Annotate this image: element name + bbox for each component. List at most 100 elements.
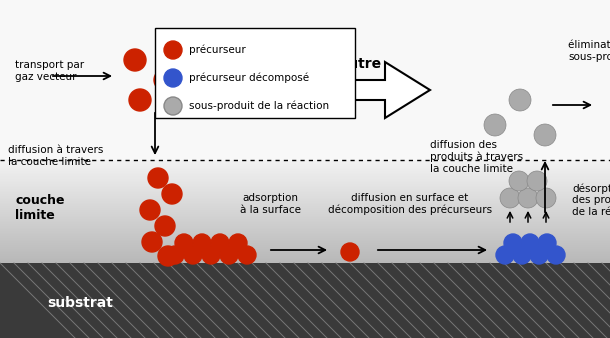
Bar: [0, 233, 610, 234]
Bar: [0, 193, 610, 194]
Bar: [0, 212, 610, 213]
Bar: [0, 221, 610, 222]
Bar: [0, 243, 610, 244]
Bar: [0, 239, 610, 240]
Circle shape: [162, 184, 182, 204]
Bar: [0, 211, 610, 212]
Text: flux de gaz neutre: flux de gaz neutre: [239, 57, 382, 71]
Text: sous-produit de la réaction: sous-produit de la réaction: [189, 101, 329, 111]
Bar: [0, 224, 610, 225]
Circle shape: [518, 188, 538, 208]
Bar: [0, 240, 610, 241]
Bar: [0, 176, 610, 177]
Circle shape: [220, 246, 238, 264]
Circle shape: [536, 188, 556, 208]
Circle shape: [513, 246, 531, 264]
Bar: [0, 184, 610, 185]
Circle shape: [509, 171, 529, 191]
Bar: [0, 219, 610, 220]
Bar: [0, 258, 610, 259]
Bar: [0, 170, 610, 171]
Bar: [0, 260, 610, 261]
Text: transport par
gaz vecteur: transport par gaz vecteur: [15, 60, 84, 81]
Text: diffusion à travers
la couche limite: diffusion à travers la couche limite: [8, 145, 103, 167]
Bar: [0, 178, 610, 179]
Bar: [0, 169, 610, 170]
Bar: [0, 231, 610, 232]
Circle shape: [509, 89, 531, 111]
Bar: [0, 262, 610, 263]
Bar: [0, 161, 610, 162]
Bar: [0, 163, 610, 164]
Bar: [0, 196, 610, 197]
Bar: [0, 236, 610, 237]
Bar: [0, 172, 610, 173]
Bar: [0, 192, 610, 193]
Circle shape: [496, 246, 514, 264]
Circle shape: [534, 124, 556, 146]
Bar: [0, 222, 610, 223]
Bar: [0, 244, 610, 245]
Circle shape: [538, 234, 556, 252]
Bar: [0, 188, 610, 189]
Bar: [0, 166, 610, 167]
Bar: [0, 229, 610, 230]
Bar: [0, 259, 610, 260]
Circle shape: [148, 168, 168, 188]
Text: précurseur: précurseur: [189, 45, 246, 55]
Bar: [0, 189, 610, 190]
Bar: [155, 28, 355, 118]
Circle shape: [500, 188, 520, 208]
Bar: [0, 185, 610, 186]
Circle shape: [202, 246, 220, 264]
Bar: [0, 223, 610, 224]
Bar: [0, 235, 610, 236]
Bar: [0, 175, 610, 176]
Bar: [0, 232, 610, 233]
Text: diffusion des
produits à travers
la couche limite: diffusion des produits à travers la couc…: [430, 140, 523, 174]
Bar: [0, 226, 610, 227]
Bar: [0, 263, 610, 338]
Bar: [0, 217, 610, 218]
Text: couche
limite: couche limite: [15, 194, 65, 222]
Circle shape: [140, 200, 160, 220]
Circle shape: [193, 234, 211, 252]
Circle shape: [158, 246, 178, 266]
Bar: [0, 201, 610, 202]
Circle shape: [341, 243, 359, 261]
Bar: [0, 171, 610, 172]
Circle shape: [504, 234, 522, 252]
Bar: [0, 207, 610, 208]
Bar: [0, 182, 610, 183]
Bar: [0, 174, 610, 175]
Circle shape: [211, 234, 229, 252]
Bar: [0, 203, 610, 204]
Bar: [0, 238, 610, 239]
Polygon shape: [275, 62, 430, 118]
Bar: [0, 247, 610, 248]
Bar: [0, 216, 610, 217]
Bar: [0, 173, 610, 174]
Bar: [0, 225, 610, 226]
Bar: [0, 214, 610, 215]
Bar: [264, 82, 271, 98]
Bar: [0, 234, 610, 235]
Bar: [0, 198, 610, 199]
Bar: [0, 0, 610, 160]
Bar: [0, 213, 610, 214]
Bar: [0, 256, 610, 257]
Bar: [0, 208, 610, 209]
Text: adsorption
à la surface: adsorption à la surface: [240, 193, 301, 215]
Bar: [0, 197, 610, 198]
Circle shape: [530, 246, 548, 264]
Circle shape: [129, 89, 151, 111]
Bar: [0, 209, 610, 210]
Bar: [0, 251, 610, 252]
Bar: [0, 187, 610, 188]
Text: désorption
des produits
de la réaction: désorption des produits de la réaction: [572, 183, 610, 217]
Text: élimination des
sous-produits: élimination des sous-produits: [568, 40, 610, 62]
Bar: [0, 160, 610, 161]
Bar: [0, 183, 610, 184]
Bar: [0, 215, 610, 216]
Text: précurseur décomposé: précurseur décomposé: [189, 73, 309, 83]
